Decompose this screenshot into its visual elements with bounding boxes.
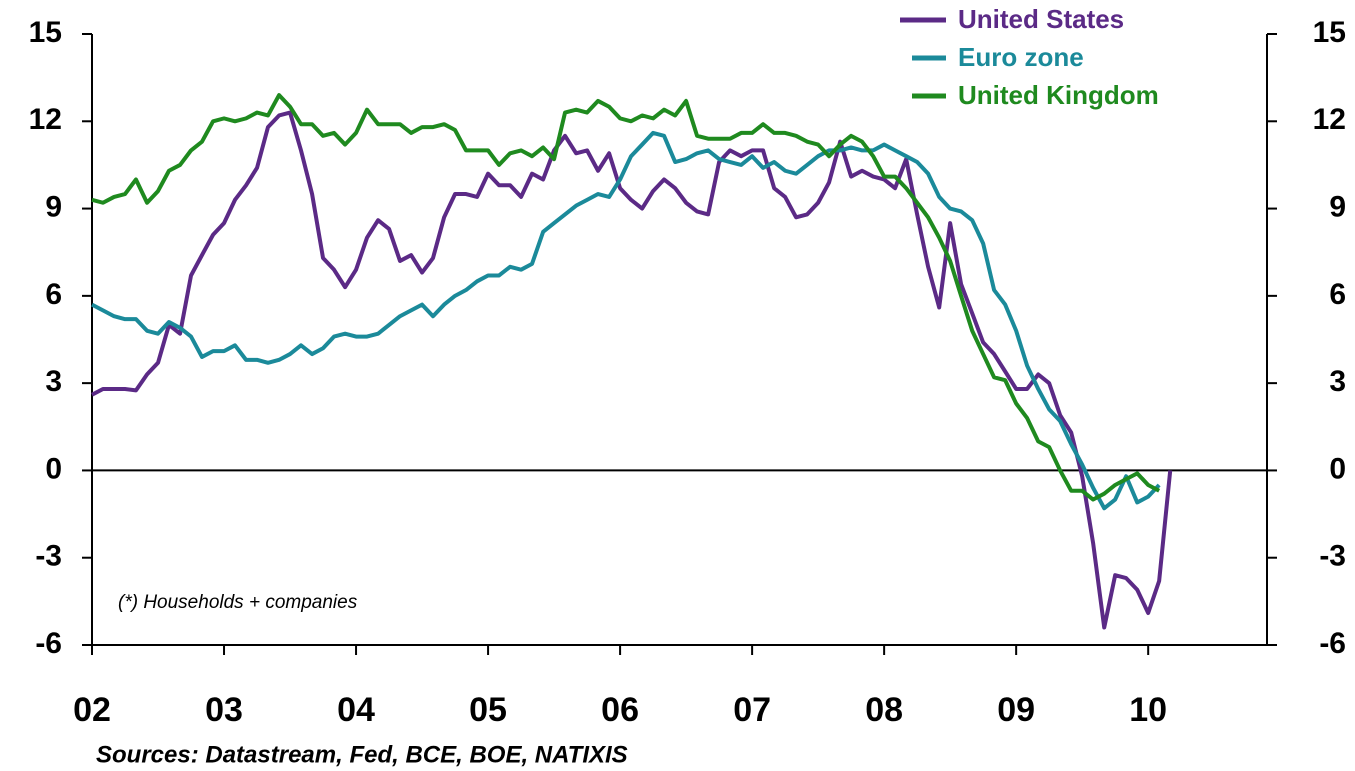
series-line (91, 130, 1161, 511)
y-tick-label: -6 (35, 627, 62, 660)
y2-tick-label: 0 (1329, 452, 1346, 485)
x-tick-label: 06 (601, 691, 639, 729)
x-tick-label: 07 (733, 691, 771, 729)
y2-tick-label: 6 (1329, 278, 1346, 311)
y-tick-label: 15 (29, 16, 62, 49)
y-tick-label: 12 (29, 103, 62, 136)
annotation: (*) Households + companies (118, 592, 358, 613)
series-line (91, 93, 1161, 502)
x-tick-label: 05 (469, 691, 507, 729)
series-line (91, 110, 1173, 630)
legend-label: United States (958, 4, 1124, 34)
y-tick-label: 9 (45, 190, 62, 223)
y-tick-label: 3 (45, 365, 62, 398)
y2-tick-label: 12 (1313, 103, 1346, 136)
legend-label: Euro zone (958, 42, 1084, 72)
source: Sources: Datastream, Fed, BCE, BOE, NATI… (96, 741, 628, 768)
x-tick-label: 09 (997, 691, 1035, 729)
y-tick-label: 6 (45, 278, 62, 311)
x-tick-label: 02 (73, 691, 111, 729)
x-tick-label: 04 (337, 691, 375, 729)
y2-tick-label: 9 (1329, 190, 1346, 223)
y2-tick-label: 15 (1313, 16, 1346, 49)
x-tick-label: 08 (865, 691, 903, 729)
x-tick-label: 10 (1129, 691, 1167, 729)
y2-tick-label: 3 (1329, 365, 1346, 398)
y-tick-label: -3 (35, 540, 62, 573)
x-tick-label: 03 (205, 691, 243, 729)
y2-tick-label: -6 (1319, 627, 1346, 660)
legend-label: United Kingdom (958, 80, 1159, 110)
y2-tick-label: -3 (1319, 540, 1346, 573)
y-tick-label: 0 (45, 452, 62, 485)
